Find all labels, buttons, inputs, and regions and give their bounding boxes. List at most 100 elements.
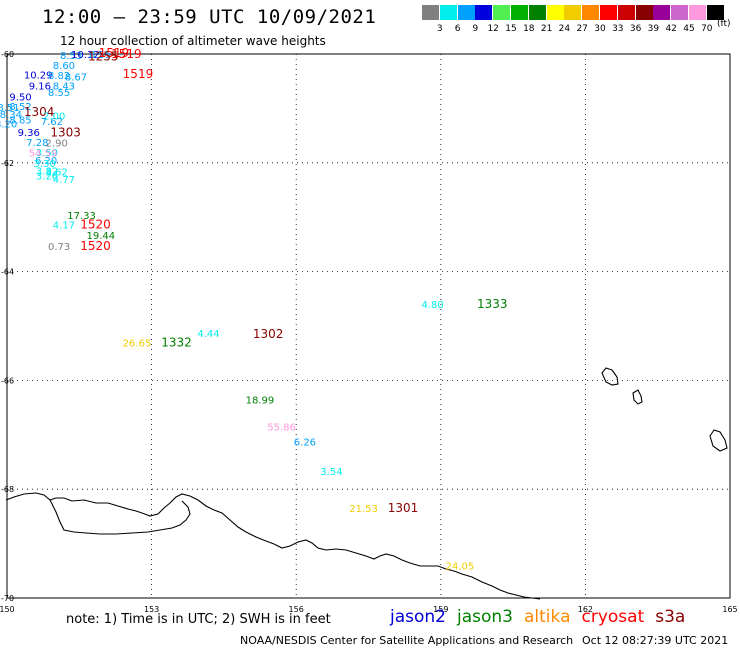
map-frame (6, 53, 731, 599)
wave-height-label: 7.62 (41, 117, 63, 128)
wave-height-label: 21.53 (349, 504, 378, 515)
credit-line: NOAA/NESDIS Center for Satellite Applica… (240, 634, 574, 647)
pass-time-label: 1519 (111, 47, 142, 61)
wave-height-label: 24.05 (446, 561, 475, 572)
colorbar-label: 15 (505, 24, 517, 34)
wave-observations: 8.5310.328.551519151912558.6010.298.828.… (0, 46, 507, 572)
island-1 (601, 367, 619, 386)
longitude-tick-label: 156 (289, 605, 304, 614)
colorbar-label: 36 (629, 24, 642, 34)
legend-entry-s3a: s3a (655, 607, 686, 627)
map-title: 12:00 – 23:59 UTC 10/09/2021 (42, 6, 377, 28)
graticule: 150 153 156 159 162 165 -60 -62 -64 -66 -68 -70 (0, 50, 738, 614)
coastline (5, 367, 728, 600)
colorbar-label: 45 (683, 24, 695, 34)
latitude-tick-label: -64 (1, 268, 14, 277)
wave-height-label: 8.51 (0, 103, 20, 114)
pass-time-label: 1333 (477, 297, 508, 311)
pass-time-label: 1520 (80, 217, 111, 231)
satellite-legend: jason2 jason3 altika cryosat s3a (390, 607, 696, 627)
wave-height-label: 9.50 (9, 92, 31, 103)
colorbar-swatch (511, 5, 528, 20)
wave-height-label: 7.28 (26, 138, 48, 149)
colorbar-swatch (635, 5, 653, 20)
colorbar-swatch (493, 5, 511, 20)
wave-height-label: 2.90 (46, 139, 68, 150)
colorbar-swatch (689, 5, 706, 20)
wave-height-label: 8.55 (48, 88, 70, 99)
wave-height-label: 3.54 (320, 467, 342, 478)
colorbar-swatch (617, 5, 635, 20)
generated-timestamp: Oct 12 08:27:39 UTC 2021 (582, 634, 729, 647)
wave-height-label: 17.33 (67, 211, 96, 222)
legend-entry-jason3: jason3 (457, 607, 513, 627)
colorbar-swatch (671, 5, 689, 20)
wave-height-label: 8.55 (89, 50, 111, 61)
wave-height-label: 26.65 (123, 338, 152, 349)
wave-height-label: 8.82 (48, 71, 70, 82)
colorbar-swatch (528, 5, 546, 20)
latitude-tick-label: -60 (1, 50, 14, 59)
latitude-tick-label: -68 (1, 485, 14, 494)
longitude-tick-label: 162 (578, 605, 593, 614)
wave-height-label: 6.26 (294, 437, 316, 448)
pass-time-label: 1520 (80, 239, 111, 253)
colorbar-label: 18 (523, 24, 535, 34)
colorbar-label: 9 (472, 24, 479, 34)
colorbar-swatch (475, 5, 493, 20)
wave-height-label: 18.99 (246, 395, 275, 406)
colorbar-label: 6 (454, 24, 461, 34)
longitude-tick-label: 150 (0, 605, 15, 614)
wave-height-label: 4.17 (53, 220, 75, 231)
colorbar-swatch (422, 5, 439, 20)
wave-height-label: 9.36 (18, 128, 40, 139)
wave-height-label: 10.32 (71, 50, 100, 61)
colorbar-swatch (564, 5, 582, 20)
colorbar-swatch (439, 5, 457, 20)
wave-height-label: 4.44 (197, 329, 219, 340)
colorbar-swatch (582, 5, 600, 20)
pass-time-label: 1304 (24, 105, 55, 119)
pass-time-label: 1301 (388, 501, 419, 515)
legend-entry-altika: altika (524, 607, 571, 627)
colorbar-label: 21 (540, 24, 553, 34)
wave-height-label: 3.30 (34, 159, 56, 170)
wave-height-label: 8.60 (53, 61, 75, 72)
wave-height-label: 55.86 (267, 423, 296, 434)
wave-height-label: 4.80 (422, 300, 444, 311)
wave-height-label: 8.20 (0, 120, 17, 131)
colorbar-swatch (706, 5, 724, 20)
colorbar-swatch (457, 5, 475, 20)
legend-entry-jason2: jason2 (390, 607, 446, 627)
wave-height-label: 2.00 (43, 111, 65, 122)
wave-height-label: 8.52 (9, 102, 31, 113)
colorbar-label: 27 (576, 24, 588, 34)
colorbar-label: 39 (647, 24, 660, 34)
pass-time-label: 1519 (99, 46, 130, 60)
wave-height-label: 8.34 (0, 110, 22, 121)
pass-time-label: 1255 (88, 50, 119, 64)
longitude-tick-label: 153 (144, 605, 159, 614)
colorbar-label: 3 (436, 24, 443, 34)
pass-time-label: 1519 (123, 67, 154, 81)
wave-height-label: 8.43 (53, 82, 75, 93)
colorbar-swatch (546, 5, 564, 20)
wave-height-label: 0.73 (48, 242, 70, 253)
pass-time-label: 1332 (161, 335, 192, 349)
antarctic-coastline (5, 492, 541, 600)
wave-height-label: 19.44 (87, 231, 116, 242)
colorbar-label: 42 (665, 24, 677, 34)
colorbar-label: 12 (487, 24, 499, 34)
wave-height-label: 6.20 (35, 156, 57, 167)
pass-time-label: 1302 (253, 327, 284, 341)
wave-height-label: 3.62 (46, 168, 68, 179)
island-2 (632, 389, 643, 405)
colorbar-unit: (ft) (717, 19, 731, 29)
wave-height-label: 8.53 (60, 51, 82, 62)
coastal-inlet (49, 499, 191, 535)
colorbar-label: 70 (701, 24, 713, 34)
wave-height-label: 9.16 (29, 82, 51, 93)
legend-entry-cryosat: cryosat (581, 607, 645, 627)
latitude-tick-label: -66 (1, 376, 14, 385)
